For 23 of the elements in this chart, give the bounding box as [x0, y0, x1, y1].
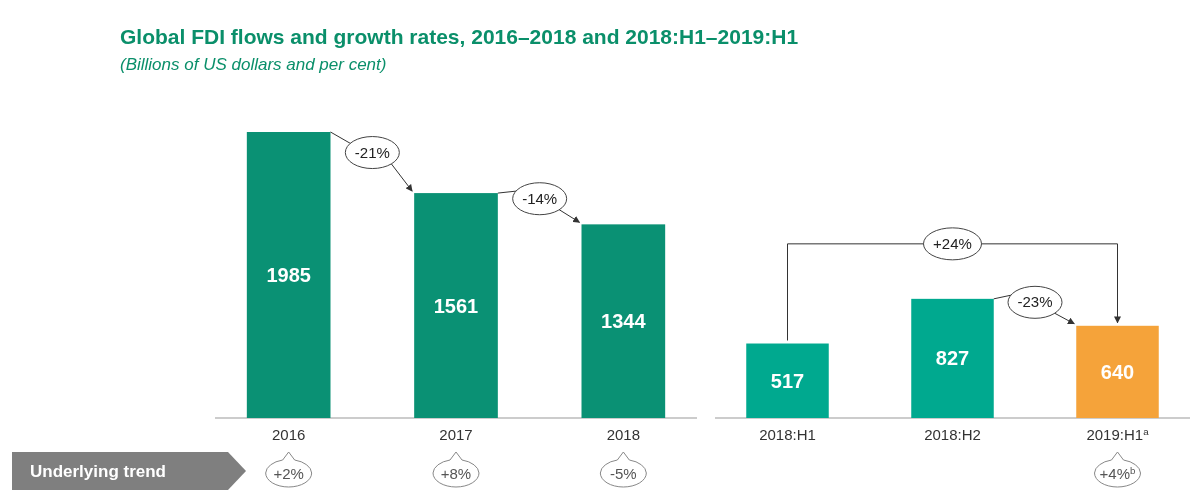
text: Underlying trend — [30, 462, 167, 481]
x-tick-label: 2016 — [271, 426, 306, 443]
x-tick-label: 2019:H1$^{a}$ — [1086, 425, 1150, 443]
x-tick-label: 2017 — [439, 426, 473, 443]
chart-title: Global FDI flows and growth rates, 2016–2018 and 2018:H1–2019:H1 — [120, 25, 799, 48]
x-tick-label: 2018:H1 — [759, 426, 816, 443]
annotation: -21% — [354, 143, 390, 161]
data-label: 827 — [935, 347, 970, 370]
data-label: 1561 — [433, 294, 479, 317]
data-label: 640 — [1100, 360, 1135, 383]
chart-subtitle: (Billions of US dollars and per cent) — [120, 55, 387, 74]
text: +8% — [440, 465, 472, 482]
text: +24% — [933, 234, 972, 252]
text: +4%$^{b}$ — [1099, 464, 1137, 482]
data-label: 1344 — [601, 310, 647, 333]
annotation: -23% — [1017, 293, 1053, 311]
x-tick-label: 2018 — [606, 426, 641, 443]
data-label: 517 — [770, 369, 805, 392]
text: +2% — [273, 465, 304, 482]
text: -5% — [609, 465, 637, 482]
data-label: 1985 — [266, 264, 311, 286]
annotation: -14% — [522, 189, 558, 207]
x-tick-label: 2018:H2 — [924, 426, 981, 443]
